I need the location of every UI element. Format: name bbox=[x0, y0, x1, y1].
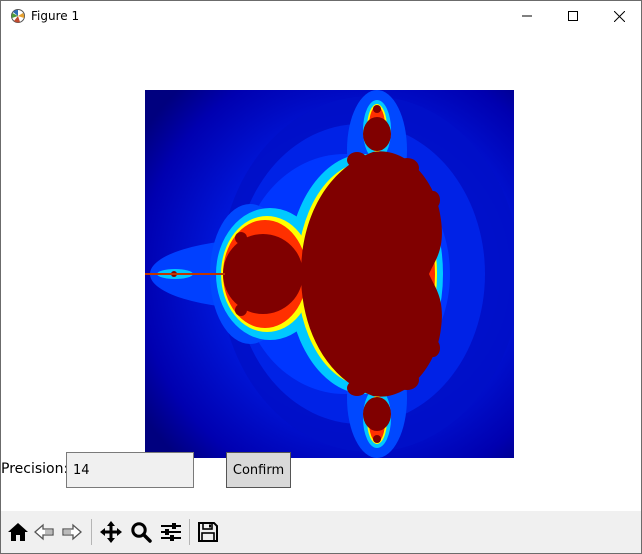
mandelbrot-plot[interactable] bbox=[145, 90, 514, 458]
precision-label: Precision: bbox=[1, 461, 69, 477]
configure-subplots-icon bbox=[161, 523, 181, 541]
configure-subplots-button[interactable] bbox=[159, 520, 183, 544]
zoom-icon bbox=[131, 522, 152, 543]
close-icon bbox=[613, 10, 625, 22]
minimize-button[interactable] bbox=[504, 1, 550, 31]
window-title: Figure 1 bbox=[31, 9, 80, 23]
toolbar-separator bbox=[91, 519, 92, 545]
home-icon bbox=[8, 523, 28, 541]
navigation-toolbar bbox=[1, 511, 641, 553]
pan-icon bbox=[100, 521, 122, 543]
figure-canvas[interactable]: Precision: Confirm bbox=[1, 32, 641, 511]
title-bar[interactable]: Figure 1 bbox=[1, 1, 641, 32]
zoom-button[interactable] bbox=[129, 520, 153, 544]
minimize-icon bbox=[522, 15, 532, 17]
back-button[interactable] bbox=[32, 520, 56, 544]
forward-arrow-icon bbox=[62, 523, 82, 541]
precision-input[interactable] bbox=[66, 452, 194, 488]
toolbar-separator bbox=[189, 519, 190, 545]
save-icon bbox=[198, 522, 218, 542]
forward-button[interactable] bbox=[60, 520, 84, 544]
home-button[interactable] bbox=[6, 520, 30, 544]
maximize-button[interactable] bbox=[550, 1, 596, 31]
back-arrow-icon bbox=[34, 523, 54, 541]
close-button[interactable] bbox=[596, 1, 642, 31]
maximize-icon bbox=[568, 11, 578, 21]
confirm-button[interactable]: Confirm bbox=[226, 452, 291, 488]
pan-button[interactable] bbox=[99, 520, 123, 544]
matplotlib-app-icon bbox=[10, 8, 26, 24]
mandelbrot-image bbox=[145, 90, 514, 458]
save-button[interactable] bbox=[196, 520, 220, 544]
